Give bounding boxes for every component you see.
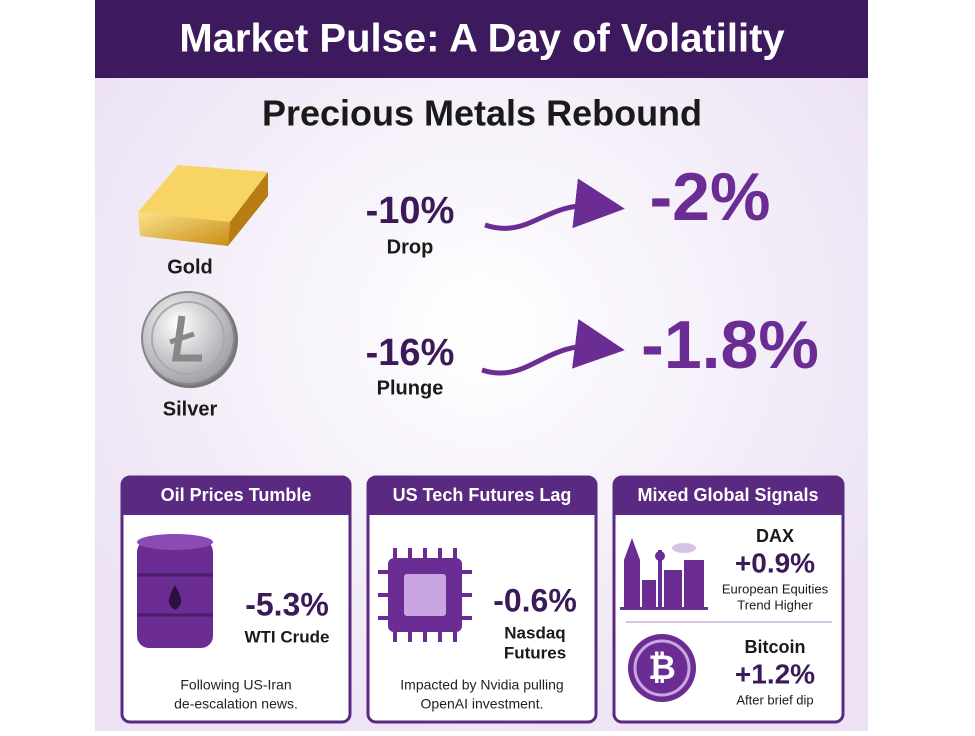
card: Mixed Global Signals DAX +0.9% European … [612, 475, 845, 724]
section-heading: Precious Metals Rebound [262, 93, 702, 134]
card-note: OpenAI investment. [421, 696, 544, 712]
card-note: de-escalation news. [174, 696, 298, 712]
card-label: Nasdaq [504, 623, 565, 642]
arrow [484, 178, 625, 231]
card-note: Following US-Iran [180, 677, 291, 693]
chip-icon [378, 548, 472, 642]
metal-from-label: Drop [387, 236, 434, 258]
title: Market Pulse: A Day of Volatility [179, 17, 785, 61]
card-title: Oil Prices Tumble [161, 485, 312, 505]
gold-icon [138, 165, 268, 246]
item-note: After brief dip [736, 692, 813, 707]
card-label: Futures [504, 643, 566, 662]
item-value: +0.9% [735, 547, 815, 578]
metal-name: Gold [167, 256, 213, 278]
item-value: +1.2% [735, 658, 815, 689]
bitcoin-icon: ₿ [628, 634, 696, 702]
item-name: DAX [756, 526, 794, 546]
metal-name: Silver [163, 398, 218, 420]
card: Oil Prices Tumble -5.3% WTI Crude Follow… [120, 475, 352, 724]
barrel-icon [137, 534, 213, 648]
card-title: US Tech Futures Lag [393, 485, 572, 505]
metal-to: -1.8% [641, 307, 819, 383]
card-value: -0.6% [493, 582, 577, 618]
item-name: Bitcoin [745, 637, 806, 657]
arrow [481, 319, 625, 376]
card: US Tech Futures Lag -0.6% Nasdaq Futures… [366, 475, 598, 724]
metal-from: -10% [366, 190, 455, 232]
header-band [95, 0, 868, 78]
item-note: European Equities [722, 581, 829, 596]
card-value: -5.3% [245, 586, 329, 622]
metal-from: -16% [366, 332, 455, 374]
card-title: Mixed Global Signals [637, 485, 818, 505]
card-label: WTI Crude [245, 627, 330, 646]
skyline-icon [620, 538, 708, 610]
item-note: Trend Higher [737, 597, 813, 612]
metal-from-label: Plunge [377, 377, 444, 399]
metal-to: -2% [650, 159, 771, 235]
silver-icon [141, 291, 238, 388]
svg-text:₿: ₿ [648, 649, 676, 687]
card-note: Impacted by Nvidia pulling [400, 677, 563, 693]
